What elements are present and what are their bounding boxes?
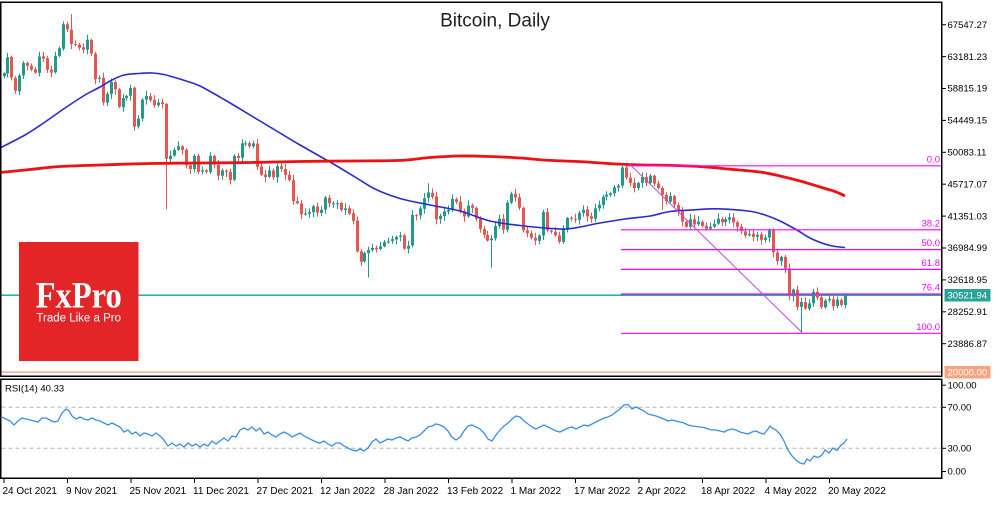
svg-text:2 Apr 2022: 2 Apr 2022 [638, 486, 687, 497]
svg-text:13 Feb 2022: 13 Feb 2022 [447, 486, 504, 497]
svg-text:30.00: 30.00 [948, 444, 972, 455]
svg-text:20000.00: 20000.00 [948, 368, 988, 379]
svg-text:0.0: 0.0 [927, 154, 940, 165]
svg-text:20 May 2022: 20 May 2022 [828, 486, 886, 497]
svg-text:32618.95: 32618.95 [948, 275, 988, 286]
svg-text:RSI(14) 40.33: RSI(14) 40.33 [5, 384, 64, 395]
svg-text:27 Dec 2021: 27 Dec 2021 [257, 486, 314, 497]
svg-text:36984.99: 36984.99 [948, 243, 988, 254]
svg-text:17 Mar 2022: 17 Mar 2022 [574, 486, 631, 497]
svg-text:100.00: 100.00 [948, 380, 977, 391]
svg-text:28 Jan 2022: 28 Jan 2022 [384, 486, 439, 497]
svg-text:38.2: 38.2 [922, 218, 941, 229]
svg-text:Trade Like a Pro: Trade Like a Pro [36, 313, 121, 325]
svg-text:100.0: 100.0 [916, 322, 940, 333]
svg-text:30521.94: 30521.94 [948, 291, 988, 302]
svg-text:41351.03: 41351.03 [948, 211, 988, 222]
svg-text:Bitcoin, Daily: Bitcoin, Daily [440, 11, 550, 32]
svg-text:54449.15: 54449.15 [948, 116, 988, 127]
svg-text:76.4: 76.4 [922, 283, 941, 294]
svg-text:18 Apr 2022: 18 Apr 2022 [701, 486, 755, 497]
svg-text:FxPro: FxPro [36, 275, 122, 316]
svg-text:63181.23: 63181.23 [948, 52, 988, 63]
svg-text:70.00: 70.00 [948, 403, 972, 414]
svg-text:61.8: 61.8 [922, 258, 941, 269]
svg-text:4 May 2022: 4 May 2022 [765, 486, 818, 497]
svg-text:45717.07: 45717.07 [948, 179, 988, 190]
svg-text:28252.91: 28252.91 [948, 307, 988, 318]
svg-text:12 Jan 2022: 12 Jan 2022 [320, 486, 375, 497]
svg-text:9 Nov 2021: 9 Nov 2021 [66, 486, 118, 497]
svg-text:0.00: 0.00 [948, 467, 967, 478]
svg-text:11 Dec 2021: 11 Dec 2021 [193, 486, 249, 497]
svg-text:24 Oct 2021: 24 Oct 2021 [3, 486, 58, 497]
svg-text:58815.19: 58815.19 [948, 84, 988, 95]
svg-text:67547.27: 67547.27 [948, 20, 988, 31]
svg-text:1 Mar 2022: 1 Mar 2022 [511, 486, 562, 497]
svg-text:23886.87: 23886.87 [948, 339, 988, 350]
svg-text:25 Nov 2021: 25 Nov 2021 [130, 486, 187, 497]
svg-text:50083.11: 50083.11 [948, 148, 987, 159]
svg-text:50.0: 50.0 [922, 238, 941, 249]
